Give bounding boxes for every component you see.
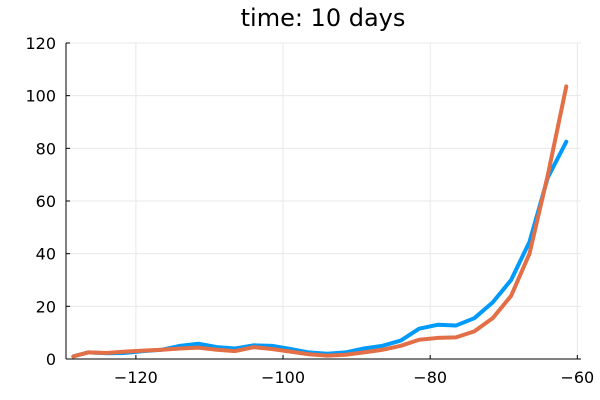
y-tick-label: 20	[36, 297, 56, 316]
x-tick-label: −80	[413, 368, 447, 387]
tick-labels: −120 −100 −80 −60 0 20 40 60 80 100 120	[25, 34, 594, 387]
series-lines	[71, 84, 569, 359]
x-tick-label: −120	[114, 368, 158, 387]
axes	[65, 42, 581, 360]
y-tick-label: 120	[25, 34, 56, 53]
series-line-1	[71, 139, 569, 359]
chart-title: time: 10 days	[241, 4, 406, 32]
x-tick-label: −60	[560, 368, 594, 387]
series-line-2	[71, 84, 569, 359]
y-tick-label: 100	[25, 87, 56, 106]
y-tick-label: 80	[36, 139, 56, 158]
y-tick-label: 40	[36, 245, 56, 264]
x-tick-label: −100	[261, 368, 305, 387]
y-tick-label: 60	[36, 192, 56, 211]
grid	[66, 42, 581, 360]
y-tick-label: 0	[46, 350, 56, 369]
